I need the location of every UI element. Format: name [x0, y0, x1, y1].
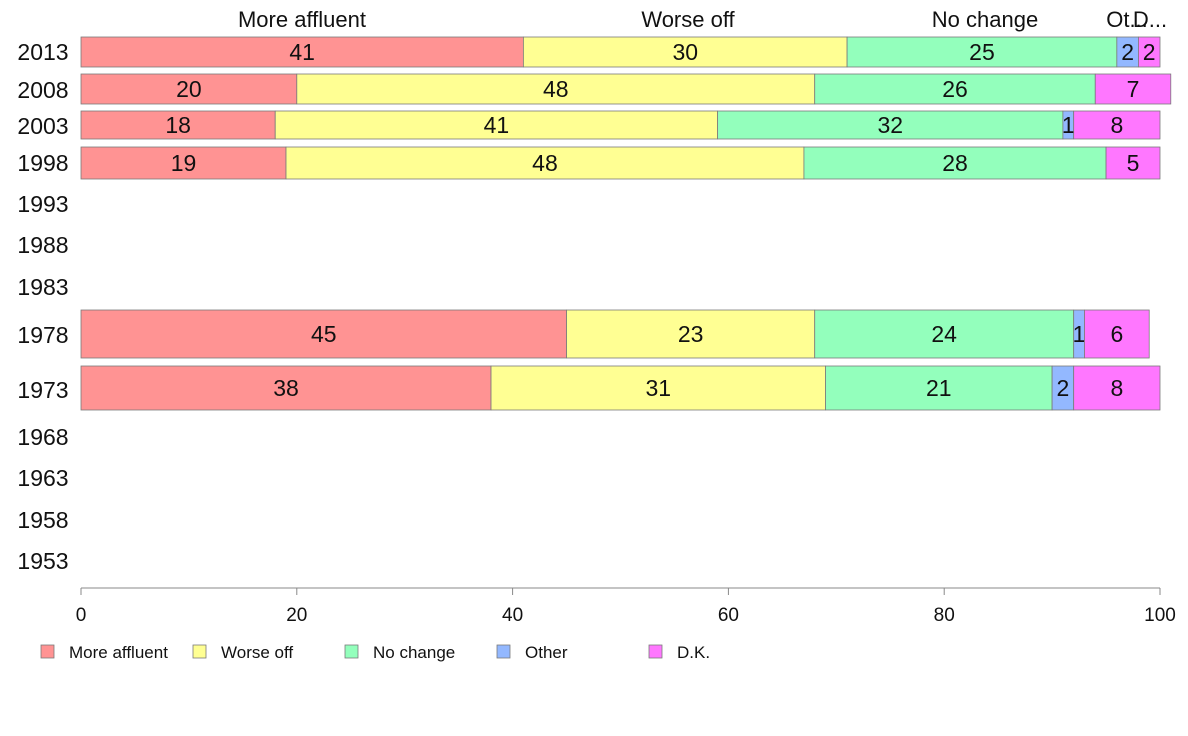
data-label: 19 [171, 150, 197, 176]
data-label: 2 [1056, 375, 1069, 401]
year-label: 1998 [17, 150, 68, 176]
bar-segment [274, 110, 719, 140]
data-label: 8 [1110, 375, 1123, 401]
data-label: 23 [678, 321, 704, 347]
data-label: 45 [311, 321, 337, 347]
legend-swatch [192, 644, 207, 659]
data-label: 30 [672, 39, 698, 65]
data-label: 21 [926, 375, 952, 401]
data-label: 2 [1143, 39, 1156, 65]
legend-label: More affluent [69, 643, 168, 662]
column-header: Worse off [641, 7, 735, 32]
bar-segment [825, 365, 1053, 411]
column-header: D... [1133, 7, 1167, 32]
year-label: 1993 [17, 191, 68, 217]
bar-segment [814, 309, 1075, 359]
legend-label: D.K. [677, 643, 710, 662]
data-label: 48 [543, 76, 569, 102]
data-label: 18 [165, 112, 191, 138]
year-label: 1958 [17, 507, 68, 533]
data-label: 48 [532, 150, 558, 176]
year-label: 1988 [17, 232, 68, 258]
bar-segment [1094, 73, 1172, 105]
data-label: 26 [942, 76, 968, 102]
year-label: 2008 [17, 77, 68, 103]
data-label: 41 [289, 39, 315, 65]
column-header: Ot... [1106, 7, 1148, 32]
bar-segment [1073, 365, 1161, 411]
bar-segment [814, 73, 1096, 105]
legend-swatch [648, 644, 663, 659]
bar-segment [717, 110, 1064, 140]
bar-segment [80, 73, 298, 105]
x-tick-label: 60 [718, 605, 739, 626]
bar-segment [80, 36, 524, 68]
data-label: 24 [931, 321, 957, 347]
year-label: 1973 [17, 377, 68, 403]
x-tick-label: 100 [1144, 605, 1176, 626]
data-label: 28 [942, 150, 968, 176]
legend-label: No change [373, 643, 455, 662]
bar-segment [80, 146, 287, 180]
x-tick-label: 80 [934, 605, 955, 626]
data-label: 1 [1062, 112, 1075, 138]
bar-segment [1105, 146, 1161, 180]
data-label: 6 [1110, 321, 1123, 347]
column-header: More affluent [238, 7, 366, 32]
bar-segment [1073, 110, 1161, 140]
data-label: 1 [1073, 321, 1086, 347]
x-tick-label: 40 [502, 605, 523, 626]
year-label: 1963 [17, 465, 68, 491]
bar-segment [1084, 309, 1150, 359]
column-header: No change [932, 7, 1038, 32]
year-label: 2013 [17, 39, 68, 65]
legend-label: Worse off [221, 643, 293, 662]
legend-swatch [344, 644, 359, 659]
bar-segment [296, 73, 816, 105]
legend-swatch [40, 644, 55, 659]
year-label: 2003 [17, 113, 68, 139]
data-label: 25 [969, 39, 995, 65]
bar-segment [803, 146, 1107, 180]
bar-segment [285, 146, 805, 180]
data-label: 31 [645, 375, 671, 401]
bar-segment [80, 110, 276, 140]
year-label: 1978 [17, 322, 68, 348]
bar-segment [522, 36, 848, 68]
bar-segment [80, 365, 492, 411]
bar-segment [490, 365, 826, 411]
bar-segment [1138, 36, 1161, 68]
data-label: 5 [1127, 150, 1140, 176]
year-label: 1953 [17, 548, 68, 574]
data-label: 20 [176, 76, 202, 102]
data-label: 7 [1127, 76, 1140, 102]
bar-segment [80, 309, 567, 359]
year-label: 1968 [17, 424, 68, 450]
data-label: 2 [1121, 39, 1134, 65]
x-tick-label: 0 [76, 605, 87, 626]
legend-label: Other [525, 643, 568, 662]
data-label: 8 [1110, 112, 1123, 138]
data-label: 38 [273, 375, 299, 401]
year-label: 1983 [17, 274, 68, 300]
data-label: 41 [484, 112, 510, 138]
x-tick-label: 20 [286, 605, 307, 626]
data-label: 32 [877, 112, 903, 138]
legend-swatch [496, 644, 511, 659]
bar-segment [846, 36, 1118, 68]
